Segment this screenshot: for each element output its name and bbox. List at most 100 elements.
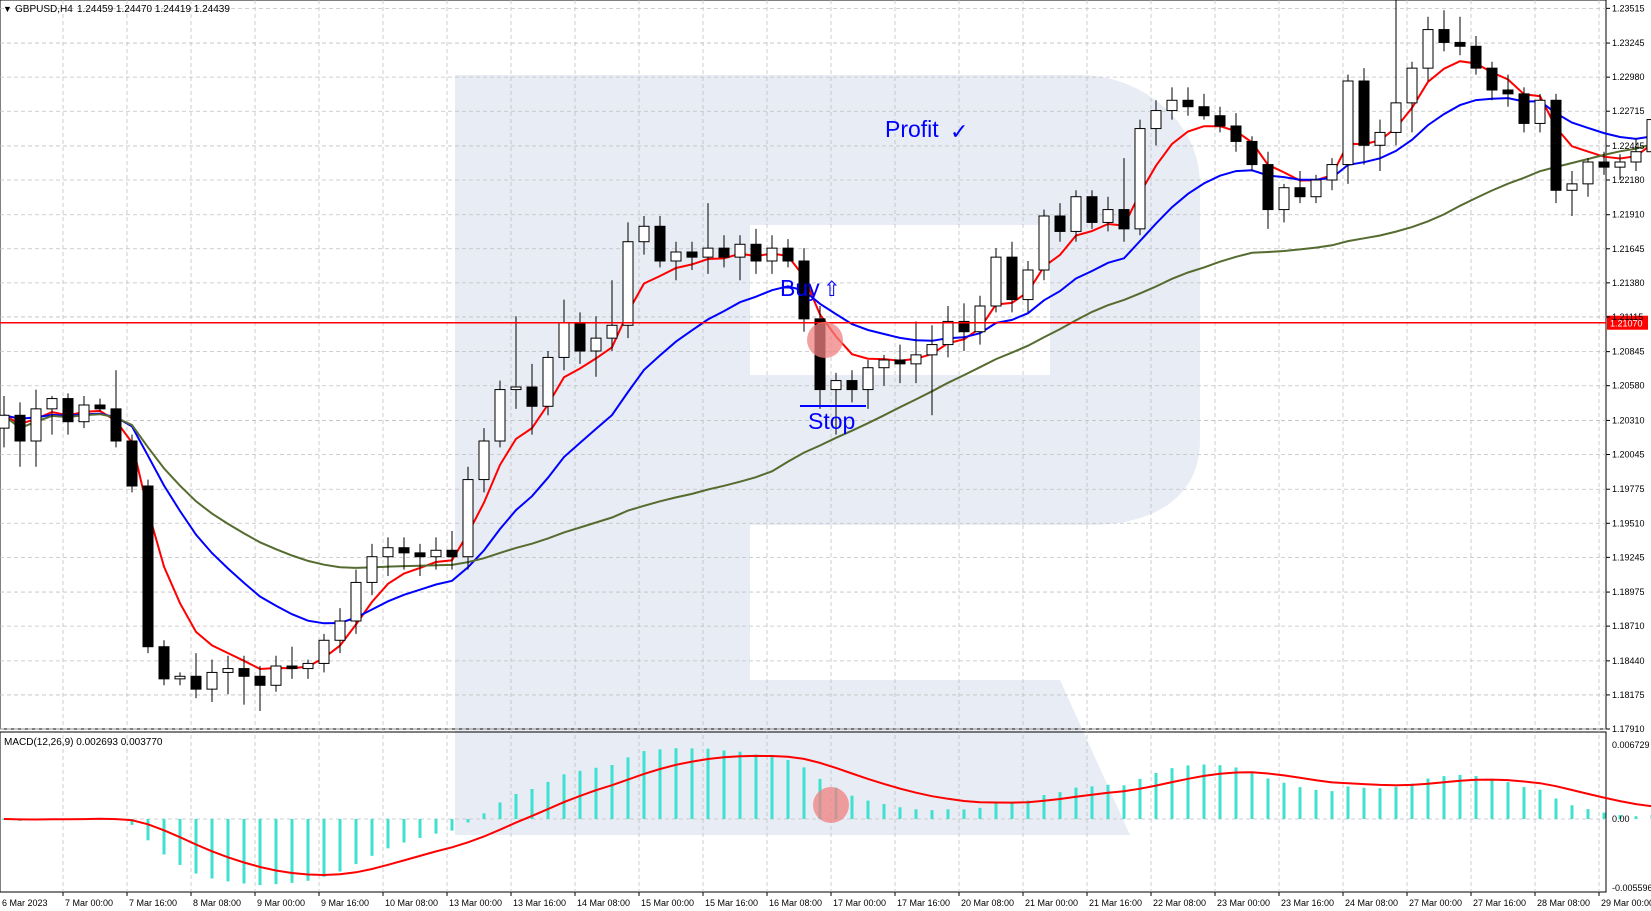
price-tick-label: 1.23515	[1612, 3, 1645, 13]
macd-bar	[562, 774, 566, 819]
candle-body-down	[1214, 115, 1226, 127]
candle-body-up	[1630, 151, 1642, 163]
price-tick-label: 1.22180	[1612, 175, 1645, 185]
candle-body-up	[478, 440, 490, 481]
candle-body-down	[894, 359, 906, 365]
candle	[1278, 183, 1290, 223]
candle	[1614, 154, 1626, 180]
macd-bar	[210, 819, 214, 879]
ma-slow-line	[3, 143, 1651, 569]
macd-bar	[498, 802, 502, 819]
time-tick-label: 21 Mar 00:00	[1025, 898, 1078, 908]
candle	[494, 380, 506, 448]
candle-body-up	[78, 404, 90, 423]
candle-body-down	[1550, 99, 1562, 191]
horizontal-level[interactable]: 1.21070	[0, 315, 1648, 330]
candle	[110, 370, 122, 448]
candle-body-down	[654, 225, 666, 262]
stop-annotation: Stop	[808, 408, 855, 434]
candle-body-up	[462, 479, 474, 558]
candle	[990, 248, 1002, 313]
time-tick-label: 8 Mar 08:00	[193, 898, 241, 908]
price-tick-label: 1.18175	[1612, 690, 1645, 700]
candle-body-down	[110, 408, 122, 442]
macd-bar	[274, 819, 278, 885]
macd-bar	[1138, 778, 1142, 819]
candle-body-down	[126, 440, 138, 487]
candle-body-up	[510, 386, 522, 391]
macd-bar	[514, 793, 518, 819]
candle	[1022, 261, 1034, 313]
price-tick-label: 1.19510	[1612, 518, 1645, 528]
candle-body-up	[302, 662, 314, 670]
time-tick-label: 7 Mar 00:00	[65, 898, 113, 908]
candle-body-up	[830, 380, 842, 391]
candle	[926, 325, 938, 416]
candle	[174, 672, 186, 686]
candle	[478, 428, 490, 493]
candle-body-up	[1614, 161, 1626, 168]
time-tick-label: 21 Mar 16:00	[1089, 898, 1142, 908]
macd-cross-marker	[813, 787, 849, 823]
candle-body-up	[974, 305, 986, 333]
candle	[286, 646, 298, 679]
macd-bar	[1426, 778, 1430, 819]
macd-bar	[1298, 787, 1302, 819]
candle-body-down	[1294, 187, 1306, 198]
candle-body-up	[942, 320, 954, 346]
price-tick-label: 1.21645	[1612, 244, 1645, 254]
candles	[0, 0, 1651, 711]
candle	[1390, 0, 1402, 146]
time-tick-label: 20 Mar 08:00	[961, 898, 1014, 908]
macd-bar	[1554, 798, 1558, 819]
macd-bar	[626, 757, 630, 819]
candle	[894, 344, 906, 384]
macd-bar	[1602, 812, 1606, 819]
price-tick-label: 1.20045	[1612, 450, 1645, 460]
candle-body-down	[1086, 196, 1098, 223]
price-tick-label: 1.17910	[1612, 724, 1645, 734]
candle	[302, 659, 314, 679]
candle-body-up	[622, 241, 634, 326]
candle-body-up	[334, 620, 346, 641]
candle-body-down	[398, 547, 410, 554]
candle	[1358, 68, 1370, 165]
macd-bar	[146, 819, 150, 841]
macd-bar	[690, 748, 694, 819]
macd-bar	[1026, 800, 1030, 819]
macd-bar	[914, 809, 918, 819]
macd-bar	[850, 795, 854, 819]
time-tick-label: 13 Mar 00:00	[449, 898, 502, 908]
candle	[78, 396, 90, 429]
candle-body-down	[1006, 256, 1018, 301]
header-triangle-icon[interactable]: ▼	[3, 4, 12, 14]
candle-body-up	[1150, 110, 1162, 130]
level-price-label: 1.21070	[1610, 319, 1643, 329]
candle	[318, 633, 330, 673]
candle-body-up	[1326, 164, 1338, 181]
price-tick-label: 1.22980	[1612, 72, 1645, 82]
candle	[1214, 106, 1226, 133]
candle-body-up	[366, 556, 378, 583]
macd-bar	[1106, 784, 1110, 819]
candle-body-up	[670, 251, 682, 262]
candle	[1182, 87, 1194, 116]
macd-label: MACD(12,26,9) 0.002693 0.003770	[4, 737, 163, 748]
candle-body-down	[1470, 45, 1482, 69]
candle-body-down	[1454, 41, 1466, 47]
candle	[1582, 158, 1594, 197]
candle-body-up	[46, 398, 58, 410]
time-tick-label: 6 Mar 2023	[2, 898, 48, 908]
candle-body-up	[270, 665, 282, 686]
macd-bar	[306, 819, 310, 881]
macd-bar	[322, 819, 326, 877]
macd-bar	[1266, 778, 1270, 819]
macd-bar	[1154, 773, 1158, 819]
candle	[542, 351, 554, 416]
candle	[910, 321, 922, 384]
candle	[1070, 190, 1082, 242]
candle-body-up	[878, 359, 890, 369]
candle	[1486, 61, 1498, 101]
time-tick-label: 7 Mar 16:00	[129, 898, 177, 908]
